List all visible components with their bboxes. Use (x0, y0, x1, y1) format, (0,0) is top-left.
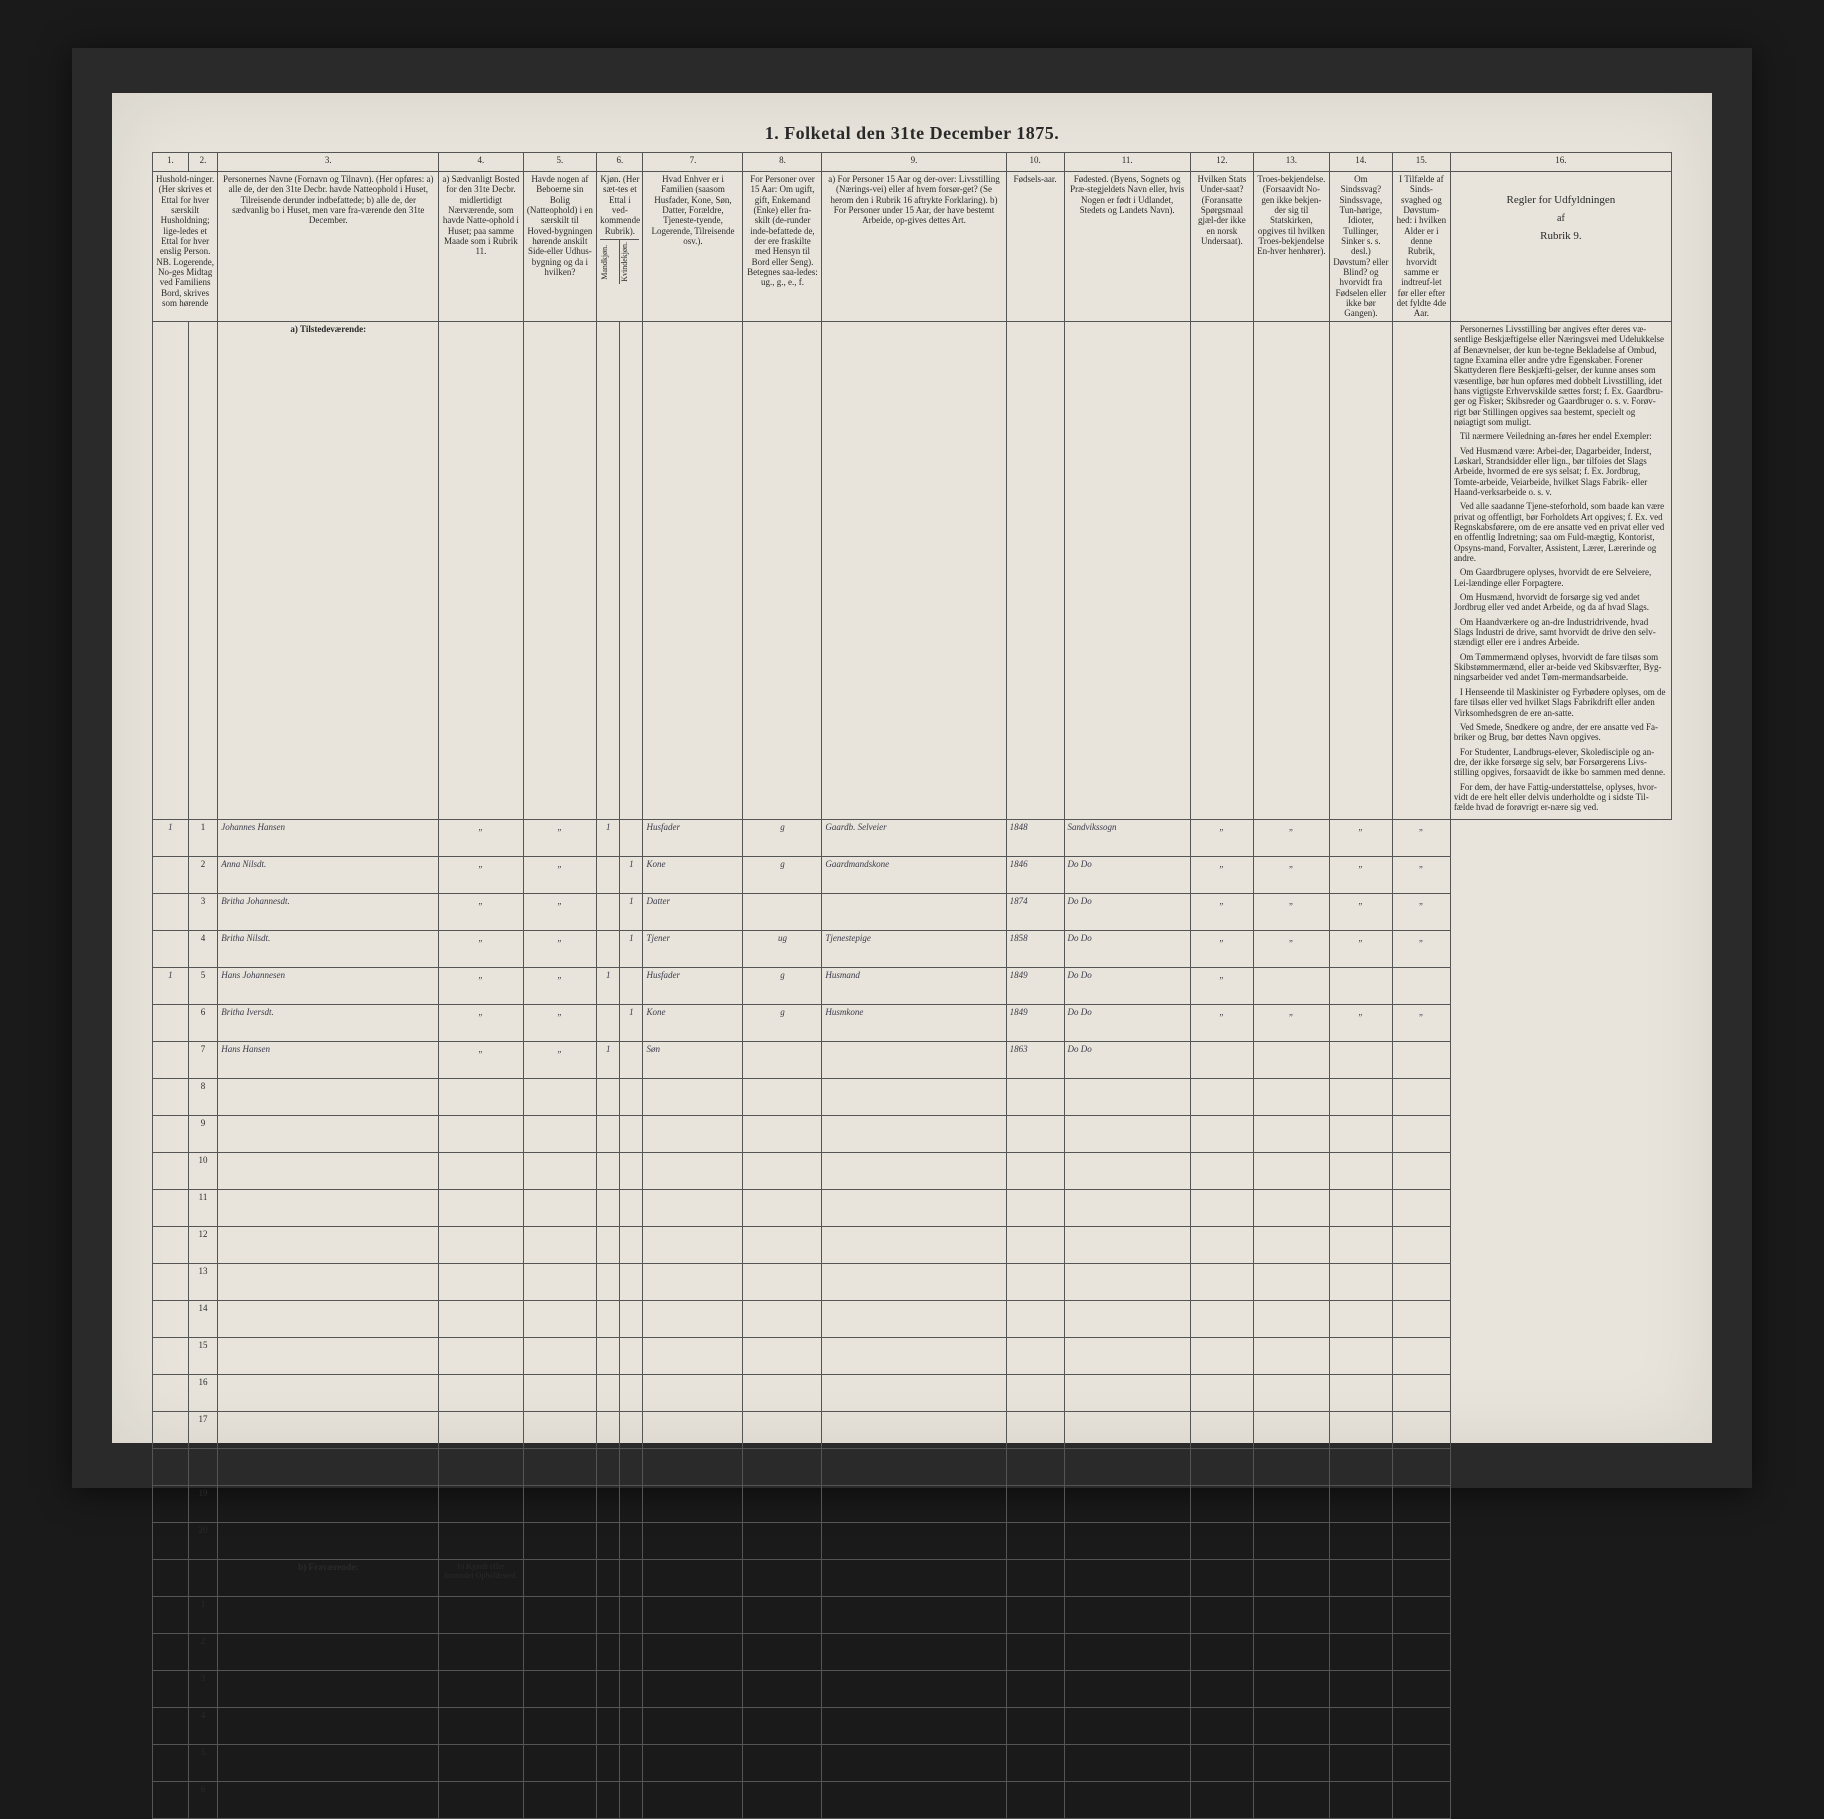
table-row: 11Johannes Hansen„„1HusfadergGaardb. Sel… (153, 819, 1672, 856)
hdr-16a: Regler for Udfyldningen (1454, 194, 1668, 207)
table-row: 15 (153, 1337, 1672, 1374)
section-b-col4: b) Kjendt eller formodet Opholdssted. (439, 1559, 523, 1596)
table-row: 17 (153, 1411, 1672, 1448)
hdr-11: Fødested. (Byens, Sognets og Præ-stegjel… (1064, 172, 1190, 322)
table-row: 1 (153, 1596, 1672, 1633)
hdr-7: Hvad Enhver er i Familien (saasom Husfad… (643, 172, 743, 322)
hdr-8: For Personer over 15 Aar: Om ugift, gift… (743, 172, 822, 322)
coln-8: 8. (743, 153, 822, 172)
table-row: 7Hans Hansen„„1Søn1863Do Do (153, 1041, 1672, 1078)
hdr-12: Hvilken Stats Under-saat? (Foransatte Sp… (1190, 172, 1253, 322)
table-row: 2Anna Nilsdt.„„1KonegGaardmandskone1846D… (153, 856, 1672, 893)
hdr-13: Troes-bekjendelse. (Forsaavidt No-gen ik… (1253, 172, 1329, 322)
table-row: 3Britha Johannesdt.„„1Datter1874Do Do„„„… (153, 893, 1672, 930)
column-header-row: Hushold-ninger. (Her skrives et Ettal fo… (153, 172, 1672, 322)
coln-6: 6. (597, 153, 643, 172)
hdr-6: Kjøn. (Her sæt-tes et Ettal i ved-kommen… (597, 172, 643, 322)
coln-7: 7. (643, 153, 743, 172)
hdr-15: I Tilfælde af Sinds-svaghed og Døvstum-h… (1392, 172, 1450, 322)
hdr-6-k: Kvindekjøn. (620, 240, 639, 284)
coln-9: 9. (822, 153, 1006, 172)
census-table: 1. 2. 3. 4. 5. 6. 7. 8. 9. 10. 11. 12. 1… (152, 152, 1672, 1819)
table-row: 6 (153, 1781, 1672, 1818)
table-row: 9 (153, 1115, 1672, 1152)
table-row: 4 (153, 1707, 1672, 1744)
hdr-16c: Rubrik 9. (1454, 230, 1668, 243)
table-row: 11 (153, 1189, 1672, 1226)
coln-13: 13. (1253, 153, 1329, 172)
table-row: 5 (153, 1744, 1672, 1781)
hdr-9: a) For Personer 15 Aar og der-over: Livs… (822, 172, 1006, 322)
coln-16: 16. (1450, 153, 1671, 172)
hdr-10: Fødsels-aar. (1006, 172, 1064, 322)
table-row: 4Britha Nilsdt.„„1TjenerugTjenestepige18… (153, 930, 1672, 967)
table-row: 12 (153, 1226, 1672, 1263)
table-row: 19 (153, 1485, 1672, 1522)
table-row: 3 (153, 1670, 1672, 1707)
table-row: 16 (153, 1374, 1672, 1411)
hdr-6-m: Mandkjøn. (600, 240, 619, 284)
coln-14: 14. (1329, 153, 1392, 172)
table-row: 13 (153, 1263, 1672, 1300)
coln-3: 3. (218, 153, 439, 172)
hdr-5: Havde nogen af Beboerne sin Bolig (Natte… (523, 172, 597, 322)
column-number-row: 1. 2. 3. 4. 5. 6. 7. 8. 9. 10. 11. 12. 1… (153, 153, 1672, 172)
page-title: 1. Folketal den 31te December 1875. (152, 123, 1672, 144)
coln-10: 10. (1006, 153, 1064, 172)
hdr-4: a) Sædvanligt Bosted for den 31te Decbr.… (439, 172, 523, 322)
table-row: 20 (153, 1522, 1672, 1559)
coln-1: 1. (153, 153, 189, 172)
coln-15: 15. (1392, 153, 1450, 172)
section-b-label: b) Fraværende: (218, 1559, 439, 1596)
census-page: 1. Folketal den 31te December 1875. 1. 2… (112, 93, 1712, 1443)
coln-2: 2. (188, 153, 217, 172)
hdr-16: Regler for Udfyldningen af Rubrik 9. (1450, 172, 1671, 322)
table-row: 8 (153, 1078, 1672, 1115)
table-row: 14 (153, 1300, 1672, 1337)
table-row: 6Britha Iversdt.„„1KonegHusmkone1849Do D… (153, 1004, 1672, 1041)
section-a-row: a) Tilstedeværende: Personernes Livsstil… (153, 321, 1672, 819)
hdr-1-2: Hushold-ninger. (Her skrives et Ettal fo… (153, 172, 218, 322)
table-row: 10 (153, 1152, 1672, 1189)
scan-frame: 1. Folketal den 31te December 1875. 1. 2… (72, 48, 1752, 1488)
section-a-label: a) Tilstedeværende: (218, 321, 439, 819)
hdr-16b: af (1454, 213, 1668, 225)
table-row: 15Hans Johannesen„„1HusfadergHusmand1849… (153, 967, 1672, 1004)
hdr-6-text: Kjøn. (Her sæt-tes et Ettal i ved-kommen… (600, 174, 639, 236)
coln-5: 5. (523, 153, 597, 172)
table-row: 18 (153, 1448, 1672, 1485)
hdr-3: Personernes Navne (Fornavn og Tilnavn). … (218, 172, 439, 322)
coln-12: 12. (1190, 153, 1253, 172)
coln-11: 11. (1064, 153, 1190, 172)
section-b-row: b) Fraværende: b) Kjendt eller formodet … (153, 1559, 1672, 1596)
table-row: 2 (153, 1633, 1672, 1670)
instructions-cell: Personernes Livsstilling bør angives eft… (1450, 321, 1671, 819)
hdr-14: Om Sindssvag? Sindssvage, Tun-hørige, Id… (1329, 172, 1392, 322)
coln-4: 4. (439, 153, 523, 172)
